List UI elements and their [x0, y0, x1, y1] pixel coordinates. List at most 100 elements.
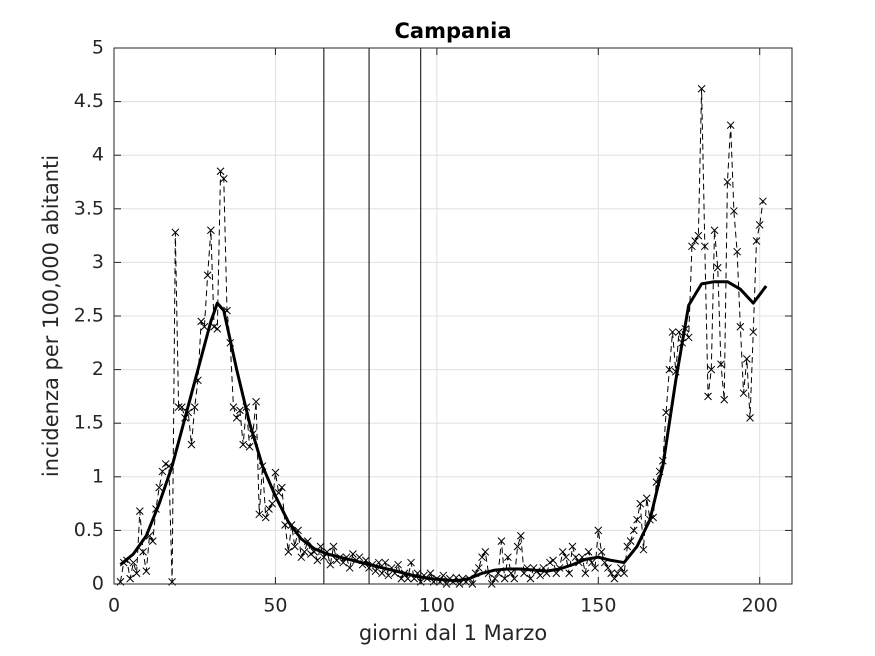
- data-marker: [329, 542, 338, 551]
- data-marker: [245, 442, 254, 451]
- x-tick-label: 0: [108, 595, 120, 617]
- data-marker: [207, 226, 215, 235]
- y-tick-label: 4.5: [74, 90, 104, 112]
- y-tick-label: 1.5: [74, 412, 104, 434]
- data-marker: [148, 537, 157, 545]
- data-marker: [397, 574, 406, 583]
- data-marker: [642, 494, 651, 503]
- data-marker: [591, 564, 599, 572]
- data-marker: [197, 317, 206, 326]
- x-tick-label: 50: [263, 595, 287, 617]
- data-marker: [607, 569, 616, 578]
- data-marker: [536, 571, 545, 580]
- data-marker: [507, 569, 515, 578]
- data-marker: [177, 403, 186, 411]
- data-marker: [684, 333, 693, 342]
- data-marker: [688, 242, 696, 251]
- data-marker: [174, 403, 183, 411]
- chart-title: Campania: [395, 19, 512, 43]
- data-marker: [426, 569, 435, 578]
- data-marker: [491, 574, 499, 583]
- data-marker: [617, 564, 625, 572]
- data-marker: [297, 553, 306, 562]
- data-marker: [252, 397, 260, 406]
- data-marker: [142, 567, 151, 575]
- data-marker: [717, 360, 725, 369]
- data-marker: [568, 542, 577, 551]
- data-marker: [268, 499, 277, 508]
- data-marker: [481, 547, 490, 556]
- data-marker: [132, 569, 141, 578]
- data-marker: [755, 221, 764, 229]
- data-marker: [190, 403, 199, 411]
- data-marker: [139, 547, 147, 556]
- data-marker: [665, 365, 674, 374]
- data-marker: [345, 564, 354, 572]
- data-marker: [378, 569, 386, 578]
- data-marker: [749, 328, 758, 336]
- series-line: [119, 280, 768, 583]
- y-axis-label: incidenza per 100,000 abitanti: [39, 155, 63, 477]
- y-tick-label: 5: [92, 37, 104, 59]
- data-marker: [216, 167, 225, 176]
- data-marker: [239, 440, 247, 449]
- data-marker: [290, 542, 299, 551]
- data-marker: [407, 558, 415, 567]
- data-marker: [691, 237, 699, 245]
- data-marker: [604, 564, 612, 572]
- data-marker: [474, 564, 483, 572]
- data-marker: [723, 178, 732, 186]
- data-marker: [571, 553, 580, 562]
- data-marker: [662, 408, 670, 417]
- data-marker: [439, 571, 448, 580]
- data-marker: [213, 325, 222, 333]
- data-marker: [626, 537, 635, 545]
- data-marker: [278, 483, 286, 492]
- data-marker: [742, 355, 751, 363]
- data-marker: [746, 413, 754, 422]
- data-marker: [219, 174, 228, 183]
- data-marker: [613, 569, 622, 578]
- data-marker: [200, 322, 209, 331]
- data-marker: [730, 207, 738, 215]
- data-marker: [726, 121, 735, 130]
- data-marker: [129, 558, 138, 567]
- data-marker: [313, 556, 322, 565]
- data-marker: [229, 403, 238, 411]
- data-marker: [478, 553, 486, 562]
- data-marker: [403, 574, 412, 583]
- data-marker: [668, 328, 677, 336]
- data-marker: [381, 558, 390, 567]
- y-tick-label: 1: [92, 465, 104, 487]
- x-tick-label: 100: [419, 595, 455, 617]
- data-marker: [232, 413, 241, 422]
- data-marker: [513, 542, 522, 551]
- data-marker: [526, 574, 535, 583]
- data-marker: [629, 526, 638, 535]
- data-marker: [187, 440, 196, 449]
- data-marker: [516, 531, 525, 540]
- data-marker: [504, 553, 512, 562]
- data-marker: [203, 271, 212, 280]
- data-marker: [733, 247, 741, 256]
- data-marker: [265, 505, 273, 513]
- data-marker: [636, 499, 645, 508]
- data-marker: [126, 574, 134, 583]
- data-marker: [326, 560, 335, 569]
- data-marker: [271, 468, 280, 477]
- data-marker: [700, 242, 709, 251]
- y-tick-label: 3.5: [74, 197, 104, 219]
- data-marker: [587, 558, 596, 567]
- data-marker: [639, 545, 648, 554]
- data-marker: [394, 560, 402, 569]
- data-marker: [720, 395, 729, 404]
- data-marker: [562, 553, 570, 562]
- data-marker: [558, 547, 567, 556]
- data-marker: [759, 197, 767, 206]
- data-marker: [171, 228, 180, 237]
- data-marker: [355, 553, 364, 562]
- data-marker: [739, 389, 748, 398]
- data-marker: [135, 507, 144, 515]
- data-marker: [697, 84, 706, 93]
